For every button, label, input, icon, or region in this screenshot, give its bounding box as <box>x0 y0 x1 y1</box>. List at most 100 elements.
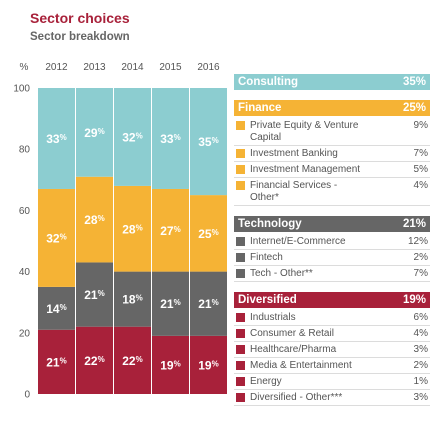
legend-item-label: Fintech <box>250 252 283 263</box>
legend-swatch <box>236 313 245 322</box>
legend-swatch <box>236 361 245 370</box>
legend-group-header: Diversified 19% <box>234 292 430 308</box>
legend-swatch <box>236 121 245 130</box>
legend-group-name: Consulting <box>238 76 299 88</box>
x-tick-label: 2016 <box>197 62 220 73</box>
legend-item: Energy 1% <box>234 374 430 390</box>
bar-segment <box>76 326 113 394</box>
legend-group-value: 21% <box>402 218 426 230</box>
legend-group-header: Consulting 35% <box>234 74 430 90</box>
legend-item-value: 3% <box>413 392 428 403</box>
legend-group: Finance 25% Private Equity & Venture Capit… <box>234 100 430 206</box>
legend-item-label: Financial Services - Other* <box>250 180 338 203</box>
bar-data-label: 32% <box>46 231 66 245</box>
legend-item-value: 6% <box>413 312 428 323</box>
legend-item-value: 12% <box>407 236 428 247</box>
bar-data-label: 33% <box>46 132 66 146</box>
chart-title: Sector choices <box>30 10 130 26</box>
bar-data-label: 25% <box>198 227 218 241</box>
legend-item-label: Private Equity & Venture Capital <box>250 120 359 143</box>
bar-data-label: 33% <box>160 132 180 146</box>
legend-item-value: 9% <box>413 120 428 131</box>
legend-swatch <box>236 181 245 190</box>
legend-item-value: 4% <box>413 180 428 191</box>
legend-swatch <box>236 377 245 386</box>
legend-swatch <box>236 165 245 174</box>
y-tick-label: 100 <box>13 84 30 95</box>
bar-segment <box>190 271 227 336</box>
legend-swatch <box>236 393 245 402</box>
legend-group-value: 19% <box>402 294 426 306</box>
bar-segment <box>76 176 113 263</box>
x-tick-label: 2013 <box>83 62 106 73</box>
y-tick-label: 20 <box>19 328 31 339</box>
legend-item-label: Consumer & Retail <box>250 328 334 339</box>
x-tick-label: 2012 <box>45 62 68 73</box>
legend-swatch <box>236 329 245 338</box>
stacked-bar-chart: % 0 20 40 60 80 100 2012 21% 14% 32% 33% 2013 22% 21% 2… <box>13 62 227 401</box>
bar-segment <box>114 185 151 272</box>
bar-data-label: 22% <box>122 354 142 368</box>
legend-item: Internet/E-Commerce 12% <box>234 234 430 250</box>
legend-item-value: 7% <box>413 268 428 279</box>
legend-item-value: 3% <box>413 344 428 355</box>
legend-group-value: 25% <box>402 102 426 114</box>
legend-group: Technology 21% Internet/E-Commerce 12% Finte… <box>234 216 430 282</box>
legend-swatch <box>236 149 245 158</box>
bar-segment <box>114 326 151 394</box>
legend-item-label: Energy <box>250 376 282 387</box>
bar-segment <box>190 195 227 272</box>
legend-item: Healthcare/Pharma 3% <box>234 342 430 358</box>
bar-segment <box>76 88 113 177</box>
legend-item: Private Equity & Venture Capital 9% <box>234 118 430 146</box>
bar-segment <box>114 271 151 327</box>
bar-segment <box>152 188 189 272</box>
y-tick-label: 0 <box>24 390 30 401</box>
legend-group-name: Finance <box>238 102 282 114</box>
legend-item: Investment Banking 7% <box>234 146 430 162</box>
x-tick-label: 2014 <box>121 62 144 73</box>
legend-group-name: Diversified <box>238 294 297 306</box>
legend-group-header: Technology 21% <box>234 216 430 232</box>
legend-item: Fintech 2% <box>234 250 430 266</box>
legend-item: Tech - Other** 7% <box>234 266 430 282</box>
legend-swatch <box>236 269 245 278</box>
chart-subtitle: Sector breakdown <box>30 31 130 43</box>
bar-segment <box>152 335 189 394</box>
legend-group-name: Technology <box>238 218 302 230</box>
legend-item: Consumer & Retail 4% <box>234 326 430 342</box>
legend-item-value: 4% <box>413 328 428 339</box>
bar-segment <box>38 188 75 287</box>
y-tick-label: 60 <box>19 206 31 217</box>
bar-data-label: 29% <box>84 126 104 140</box>
legend-swatch <box>236 253 245 262</box>
legend-item-value: 2% <box>413 360 428 371</box>
legend-item-value: 7% <box>413 148 428 159</box>
bar-data-label: 22% <box>84 354 104 368</box>
bar-segment <box>190 88 227 196</box>
legend-item-label: Diversified - Other*** <box>250 392 343 403</box>
bar-data-label: 27% <box>160 224 180 238</box>
bar-segment <box>38 88 75 189</box>
bar-segment <box>190 335 227 394</box>
bar-data-label: 19% <box>160 358 180 372</box>
bar-data-label: 21% <box>46 355 66 369</box>
legend-group-header: Finance 25% <box>234 100 430 116</box>
legend: Consulting 35% Finance 25% Private Equity & … <box>234 74 430 416</box>
legend-item-label: Healthcare/Pharma <box>250 344 337 355</box>
legend-item-value: 2% <box>413 252 428 263</box>
legend-item: Industrials 6% <box>234 310 430 326</box>
bar-data-label: 18% <box>122 293 142 307</box>
bar-data-label: 35% <box>198 135 218 149</box>
bar-data-label: 19% <box>198 358 218 372</box>
legend-swatch <box>236 237 245 246</box>
legend-item-label: Tech - Other** <box>250 268 313 279</box>
legend-item: Investment Management 5% <box>234 162 430 178</box>
y-tick-label: 40 <box>19 267 31 278</box>
bar-segment <box>38 329 75 394</box>
bar-segment <box>114 88 151 186</box>
bar-data-label: 21% <box>198 297 218 311</box>
bar-segment <box>38 286 75 330</box>
legend-item-label: Industrials <box>250 312 296 323</box>
legend-group: Consulting 35% <box>234 74 430 90</box>
